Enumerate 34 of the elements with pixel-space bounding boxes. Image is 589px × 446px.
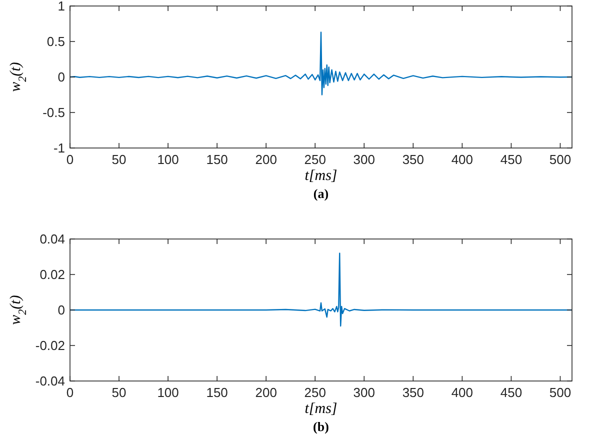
- x-tick-label: 450: [500, 152, 522, 167]
- x-tick-label: 450: [500, 385, 522, 400]
- x-tick-label: 150: [206, 385, 228, 400]
- x-tick-label: 350: [402, 152, 424, 167]
- y-tick-label: 1: [58, 0, 65, 14]
- x-tick-label: 200: [255, 152, 277, 167]
- y-tick-label: 0: [58, 70, 65, 84]
- x-tick-label: 300: [353, 385, 375, 400]
- x-tick-label: 400: [451, 385, 474, 400]
- x-tick-label: 250: [304, 385, 326, 400]
- text: (a): [313, 186, 329, 201]
- x-axis-title: t[ms]: [304, 168, 338, 184]
- x-tick-label: 500: [549, 385, 572, 400]
- y-tick-label: 0.02: [40, 267, 65, 282]
- x-tick-label: 50: [112, 385, 126, 400]
- x-tick-label: 500: [549, 152, 572, 167]
- y-tick-label: -0.04: [35, 374, 65, 388]
- x-axis-title: t[ms]: [304, 401, 338, 417]
- y-tick-label: -0.02: [35, 338, 65, 353]
- x-tick-label: 400: [451, 152, 474, 167]
- x-tick-label: 100: [157, 152, 179, 167]
- x-tick-label: 300: [353, 152, 375, 167]
- y-tick-label: -1: [53, 140, 65, 156]
- y-tick-label: 0.5: [46, 34, 65, 49]
- x-tick-label: 350: [402, 385, 424, 400]
- y-tick-label: 0: [58, 302, 65, 318]
- x-tick-label: 150: [206, 152, 228, 167]
- x-tick-label: 250: [304, 152, 326, 167]
- x-tick-label: 100: [157, 385, 179, 400]
- x-tick-label: 200: [255, 385, 277, 400]
- text: (b): [313, 419, 329, 434]
- y-tick-label: -0.5: [42, 105, 65, 120]
- x-tick-label: 50: [112, 152, 126, 167]
- y-tick-label: 0.04: [40, 232, 65, 246]
